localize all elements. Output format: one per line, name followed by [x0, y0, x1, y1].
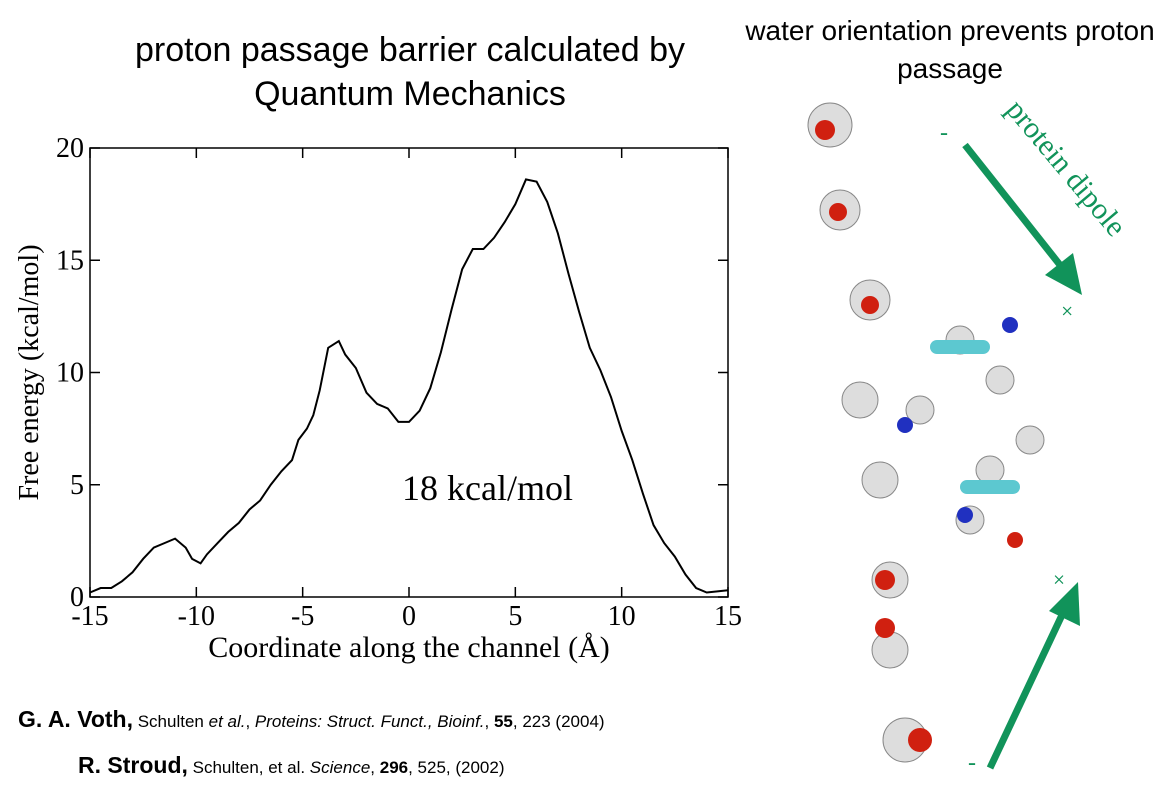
dipole-sign: +: [1054, 298, 1082, 326]
text: Schulten: [133, 712, 209, 731]
chart-title: proton passage barrier calculated by Qua…: [135, 31, 685, 113]
y-tick-label: 20: [56, 133, 84, 164]
text: , 525, (2002): [408, 758, 505, 777]
y-axis-label: Free energy (kcal/mol): [14, 244, 45, 500]
author: R. Stroud,: [78, 752, 188, 778]
x-tick-label: 5: [508, 601, 522, 632]
x-tick-label: 10: [608, 601, 636, 632]
dipole-label: protein dipole: [1000, 93, 1133, 243]
dipole-sign: -: [968, 750, 976, 776]
text: ,: [370, 758, 380, 777]
plot: -15 -10 -5 0 5 10 15 0 5 10 15 20 Coordinate along t…: [14, 133, 742, 664]
text: ,: [484, 712, 494, 731]
citation: R. Stroud, Schulten, et al. Science, 296…: [78, 752, 505, 779]
molecule-figure: [807, 102, 1082, 770]
dipole-sign: -: [940, 120, 948, 146]
x-axis-label: Coordinate along the channel (Å): [208, 631, 610, 664]
x-tick-label: 0: [402, 601, 416, 632]
text: Schulten, et al.: [187, 758, 310, 777]
author: G. A. Voth,: [18, 706, 133, 732]
line: [89, 178, 729, 594]
journal: Proteins: Struct. Funct., Bioinf.: [254, 712, 485, 731]
annotation: 18 kcal/mol: [402, 468, 573, 508]
x-tick-label: -5: [291, 601, 314, 632]
y-tick-label: 15: [56, 245, 84, 276]
y-tick-label: 10: [56, 358, 84, 389]
figure-title: water orientation prevents proton passag…: [745, 15, 1155, 84]
text: ,: [245, 712, 255, 731]
dipole-sign: +: [1046, 566, 1074, 594]
volume: 55: [493, 712, 513, 731]
x-tick-label: 15: [714, 601, 742, 632]
y-tick-label: 5: [70, 470, 84, 501]
y-tick-label: 0: [70, 582, 84, 613]
volume: 296: [379, 758, 409, 777]
citation: G. A. Voth, Schulten et al., Proteins: S…: [18, 706, 605, 733]
x-tick-label: -15: [71, 601, 108, 632]
text: et al.: [208, 712, 246, 731]
x-tick-label: -10: [178, 601, 215, 632]
journal: Science: [309, 758, 371, 777]
plot-frame: [89, 147, 729, 598]
text: , 223 (2004): [512, 712, 605, 731]
